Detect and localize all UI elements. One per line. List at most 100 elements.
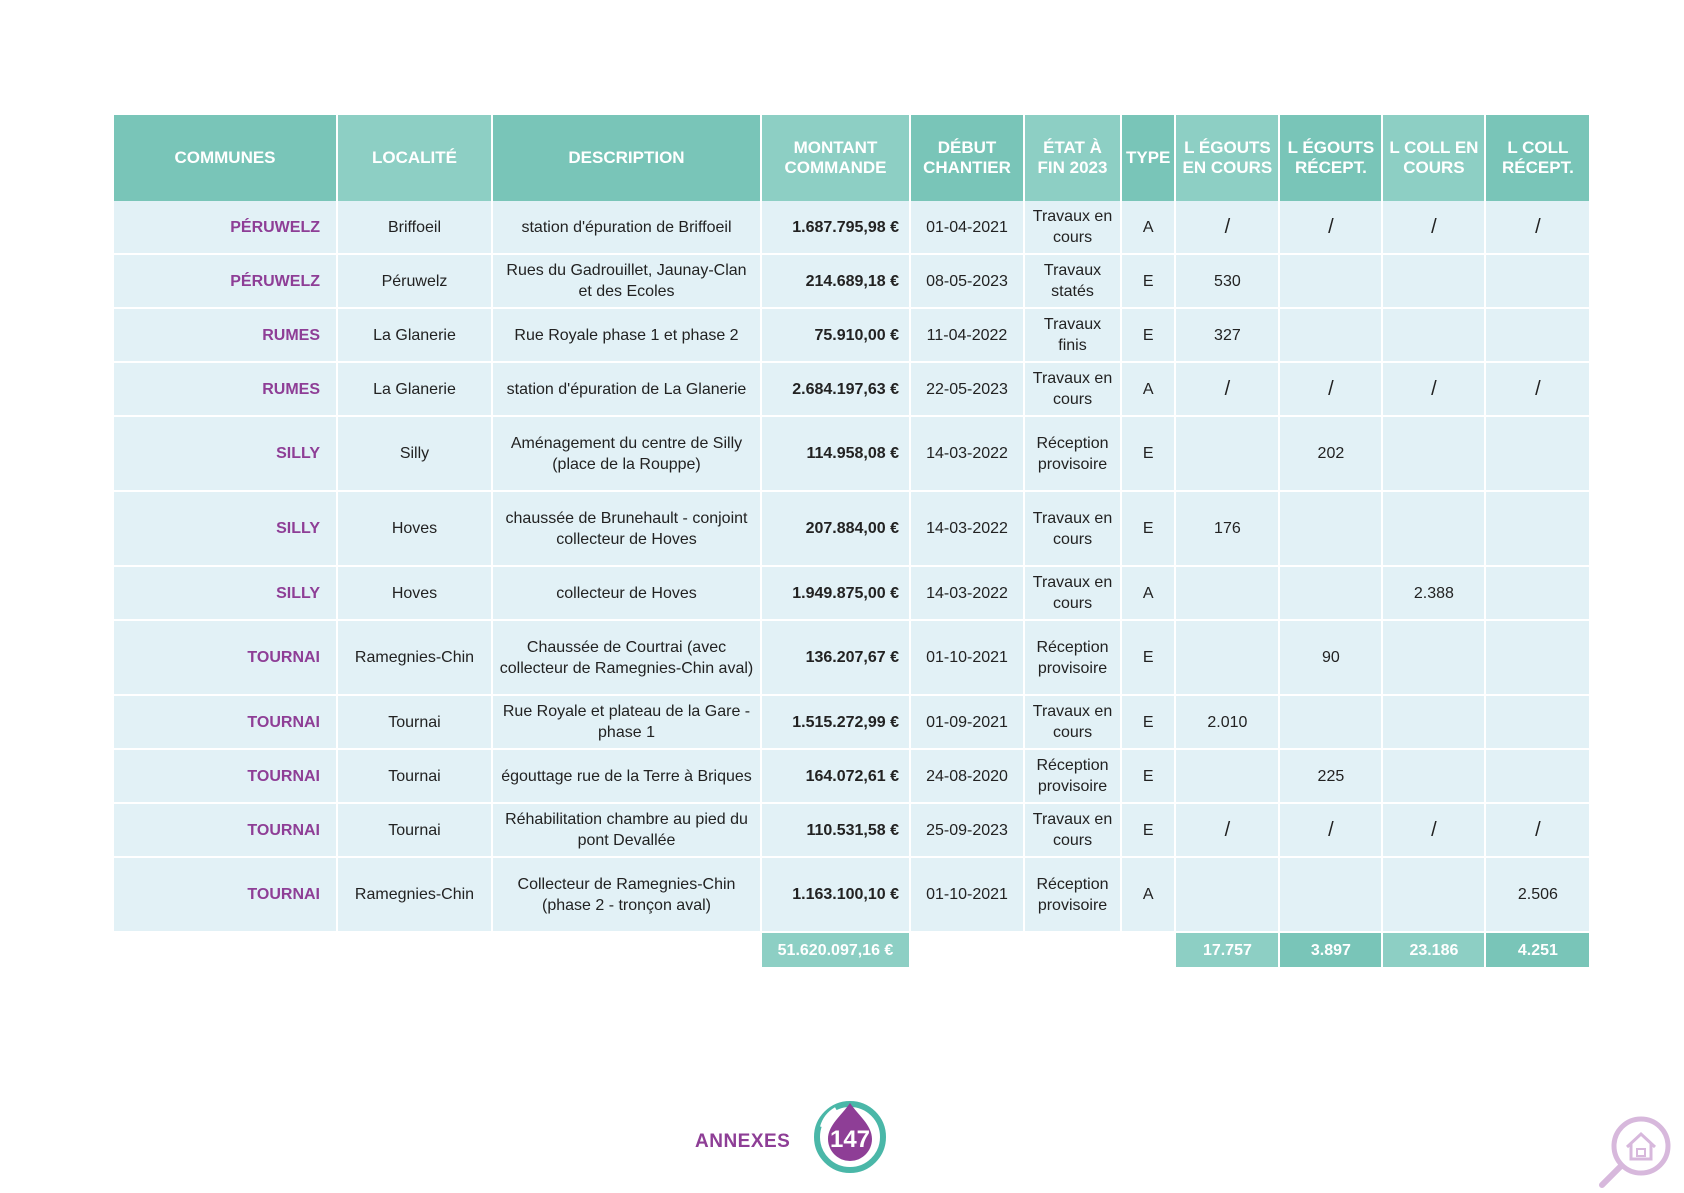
cell-montant: 214.689,18 € [762, 255, 911, 309]
cell-montant: 1.163.100,10 € [762, 858, 911, 933]
cell-etat: Travaux en cours [1025, 567, 1122, 621]
col-header-coll-recept: L COLL RÉCEPT. [1486, 115, 1590, 201]
badge-ring-gap [820, 1107, 838, 1128]
cell-commune: PÉRUWELZ [114, 201, 338, 255]
cell-etat: Travaux en cours [1025, 492, 1122, 567]
col-header-description: DESCRIPTION [493, 115, 762, 201]
col-header-type: TYPE [1122, 115, 1177, 201]
cell-montant: 2.684.197,63 € [762, 363, 911, 417]
house-outline [1625, 1131, 1657, 1161]
cell-commune: PÉRUWELZ [114, 255, 338, 309]
cell-coll-recept [1486, 417, 1590, 492]
cell-egouts-cours [1176, 567, 1281, 621]
cell-localite: La Glanerie [338, 309, 493, 363]
table-row: SILLY Silly Aménagement du centre de Silly… [114, 417, 1590, 492]
cell-localite: Ramegnies-Chin [338, 621, 493, 696]
cell-montant: 1.515.272,99 € [762, 696, 911, 750]
cell-type: E [1122, 417, 1177, 492]
cell-coll-cours: / [1383, 201, 1487, 255]
cell-egouts-recept [1280, 567, 1384, 621]
cell-description: Rue Royale phase 1 et phase 2 [493, 309, 762, 363]
cell-commune: TOURNAI [114, 858, 338, 933]
cell-egouts-cours: 530 [1176, 255, 1281, 309]
cell-coll-cours: / [1383, 363, 1487, 417]
cell-etat: Travaux en cours [1025, 804, 1122, 858]
table-row: TOURNAI Ramegnies-Chin Collecteur de Rameg… [114, 858, 1590, 933]
cell-commune: TOURNAI [114, 804, 338, 858]
cell-type: E [1122, 492, 1177, 567]
cell-egouts-recept [1280, 309, 1384, 363]
cell-localite: Briffoeil [338, 201, 493, 255]
table-row: RUMES La Glanerie Rue Royale phase 1 et ph… [114, 309, 1590, 363]
cell-localite: Ramegnies-Chin [338, 858, 493, 933]
cell-coll-recept [1486, 309, 1590, 363]
cell-description: Réhabilitation chambre au pied du pont D… [493, 804, 762, 858]
cell-commune: TOURNAI [114, 750, 338, 804]
cell-egouts-recept [1280, 255, 1384, 309]
footer-annexes-label: ANNEXES [695, 1131, 791, 1152]
cell-montant: 75.910,00 € [762, 309, 911, 363]
cell-coll-cours [1383, 750, 1487, 804]
cell-description: Rues du Gadrouillet, Jaunay-Clan et des … [493, 255, 762, 309]
cell-coll-recept [1486, 750, 1590, 804]
cell-coll-cours [1383, 858, 1487, 933]
cell-montant: 207.884,00 € [762, 492, 911, 567]
cell-coll-cours: / [1383, 804, 1487, 858]
cell-debut: 01-10-2021 [911, 621, 1025, 696]
total-egouts-recept: 3.897 [1280, 933, 1384, 967]
cell-etat: Travaux en cours [1025, 696, 1122, 750]
cell-egouts-cours: / [1176, 363, 1281, 417]
cell-description: station d'épuration de La Glanerie [493, 363, 762, 417]
magnifier-handle [1599, 1163, 1624, 1188]
cell-egouts-cours: / [1176, 804, 1281, 858]
col-header-egouts-cours: L ÉGOUTS EN COURS [1176, 115, 1281, 201]
cell-debut: 01-04-2021 [911, 201, 1025, 255]
cell-etat: Travaux en cours [1025, 363, 1122, 417]
header-row: COMMUNES LOCALITÉ DESCRIPTION MONTANT CO… [114, 115, 1590, 201]
cell-coll-cours [1383, 492, 1487, 567]
cell-commune: TOURNAI [114, 621, 338, 696]
page-number: 147 [830, 1126, 870, 1153]
table-row: TOURNAI Ramegnies-Chin Chaussée de Courtra… [114, 621, 1590, 696]
cell-debut: 11-04-2022 [911, 309, 1025, 363]
cell-egouts-recept: 225 [1280, 750, 1384, 804]
cell-coll-cours [1383, 255, 1487, 309]
cell-montant: 1.949.875,00 € [762, 567, 911, 621]
cell-type: E [1122, 255, 1177, 309]
cell-egouts-cours: / [1176, 201, 1281, 255]
cell-coll-cours [1383, 696, 1487, 750]
cell-egouts-recept: / [1280, 804, 1384, 858]
cell-localite: Silly [338, 417, 493, 492]
cell-debut: 14-03-2022 [911, 492, 1025, 567]
cell-description: Chaussée de Courtrai (avec collecteur de… [493, 621, 762, 696]
table-row: PÉRUWELZ Péruwelz Rues du Gadrouillet, Jau… [114, 255, 1590, 309]
cell-egouts-recept [1280, 858, 1384, 933]
total-egouts-cours: 17.757 [1176, 933, 1281, 967]
cell-commune: SILLY [114, 417, 338, 492]
col-header-localite: LOCALITÉ [338, 115, 493, 201]
cell-debut: 08-05-2023 [911, 255, 1025, 309]
cell-coll-recept: / [1486, 201, 1590, 255]
cell-montant: 1.687.795,98 € [762, 201, 911, 255]
cell-etat: Réception provisoire [1025, 417, 1122, 492]
badge-drop [828, 1103, 872, 1161]
cell-egouts-recept: 202 [1280, 417, 1384, 492]
cell-montant: 164.072,61 € [762, 750, 911, 804]
cell-debut: 01-10-2021 [911, 858, 1025, 933]
cell-coll-recept [1486, 567, 1590, 621]
cell-etat: Travaux statés [1025, 255, 1122, 309]
cell-description: Aménagement du centre de Silly (place de… [493, 417, 762, 492]
cell-etat: Réception provisoire [1025, 750, 1122, 804]
col-header-etat: ÉTAT À FIN 2023 [1025, 115, 1122, 201]
cell-egouts-cours [1176, 417, 1281, 492]
cell-montant: 136.207,67 € [762, 621, 911, 696]
works-table: COMMUNES LOCALITÉ DESCRIPTION MONTANT CO… [114, 115, 1590, 967]
cell-description: Collecteur de Ramegnies-Chin (phase 2 - … [493, 858, 762, 933]
table-row: TOURNAI Tournai Rue Royale et plateau de l… [114, 696, 1590, 750]
cell-debut: 22-05-2023 [911, 363, 1025, 417]
cell-etat: Réception provisoire [1025, 621, 1122, 696]
cell-egouts-cours: 2.010 [1176, 696, 1281, 750]
cell-debut: 14-03-2022 [911, 567, 1025, 621]
cell-localite: Tournai [338, 696, 493, 750]
cell-type: A [1122, 363, 1177, 417]
